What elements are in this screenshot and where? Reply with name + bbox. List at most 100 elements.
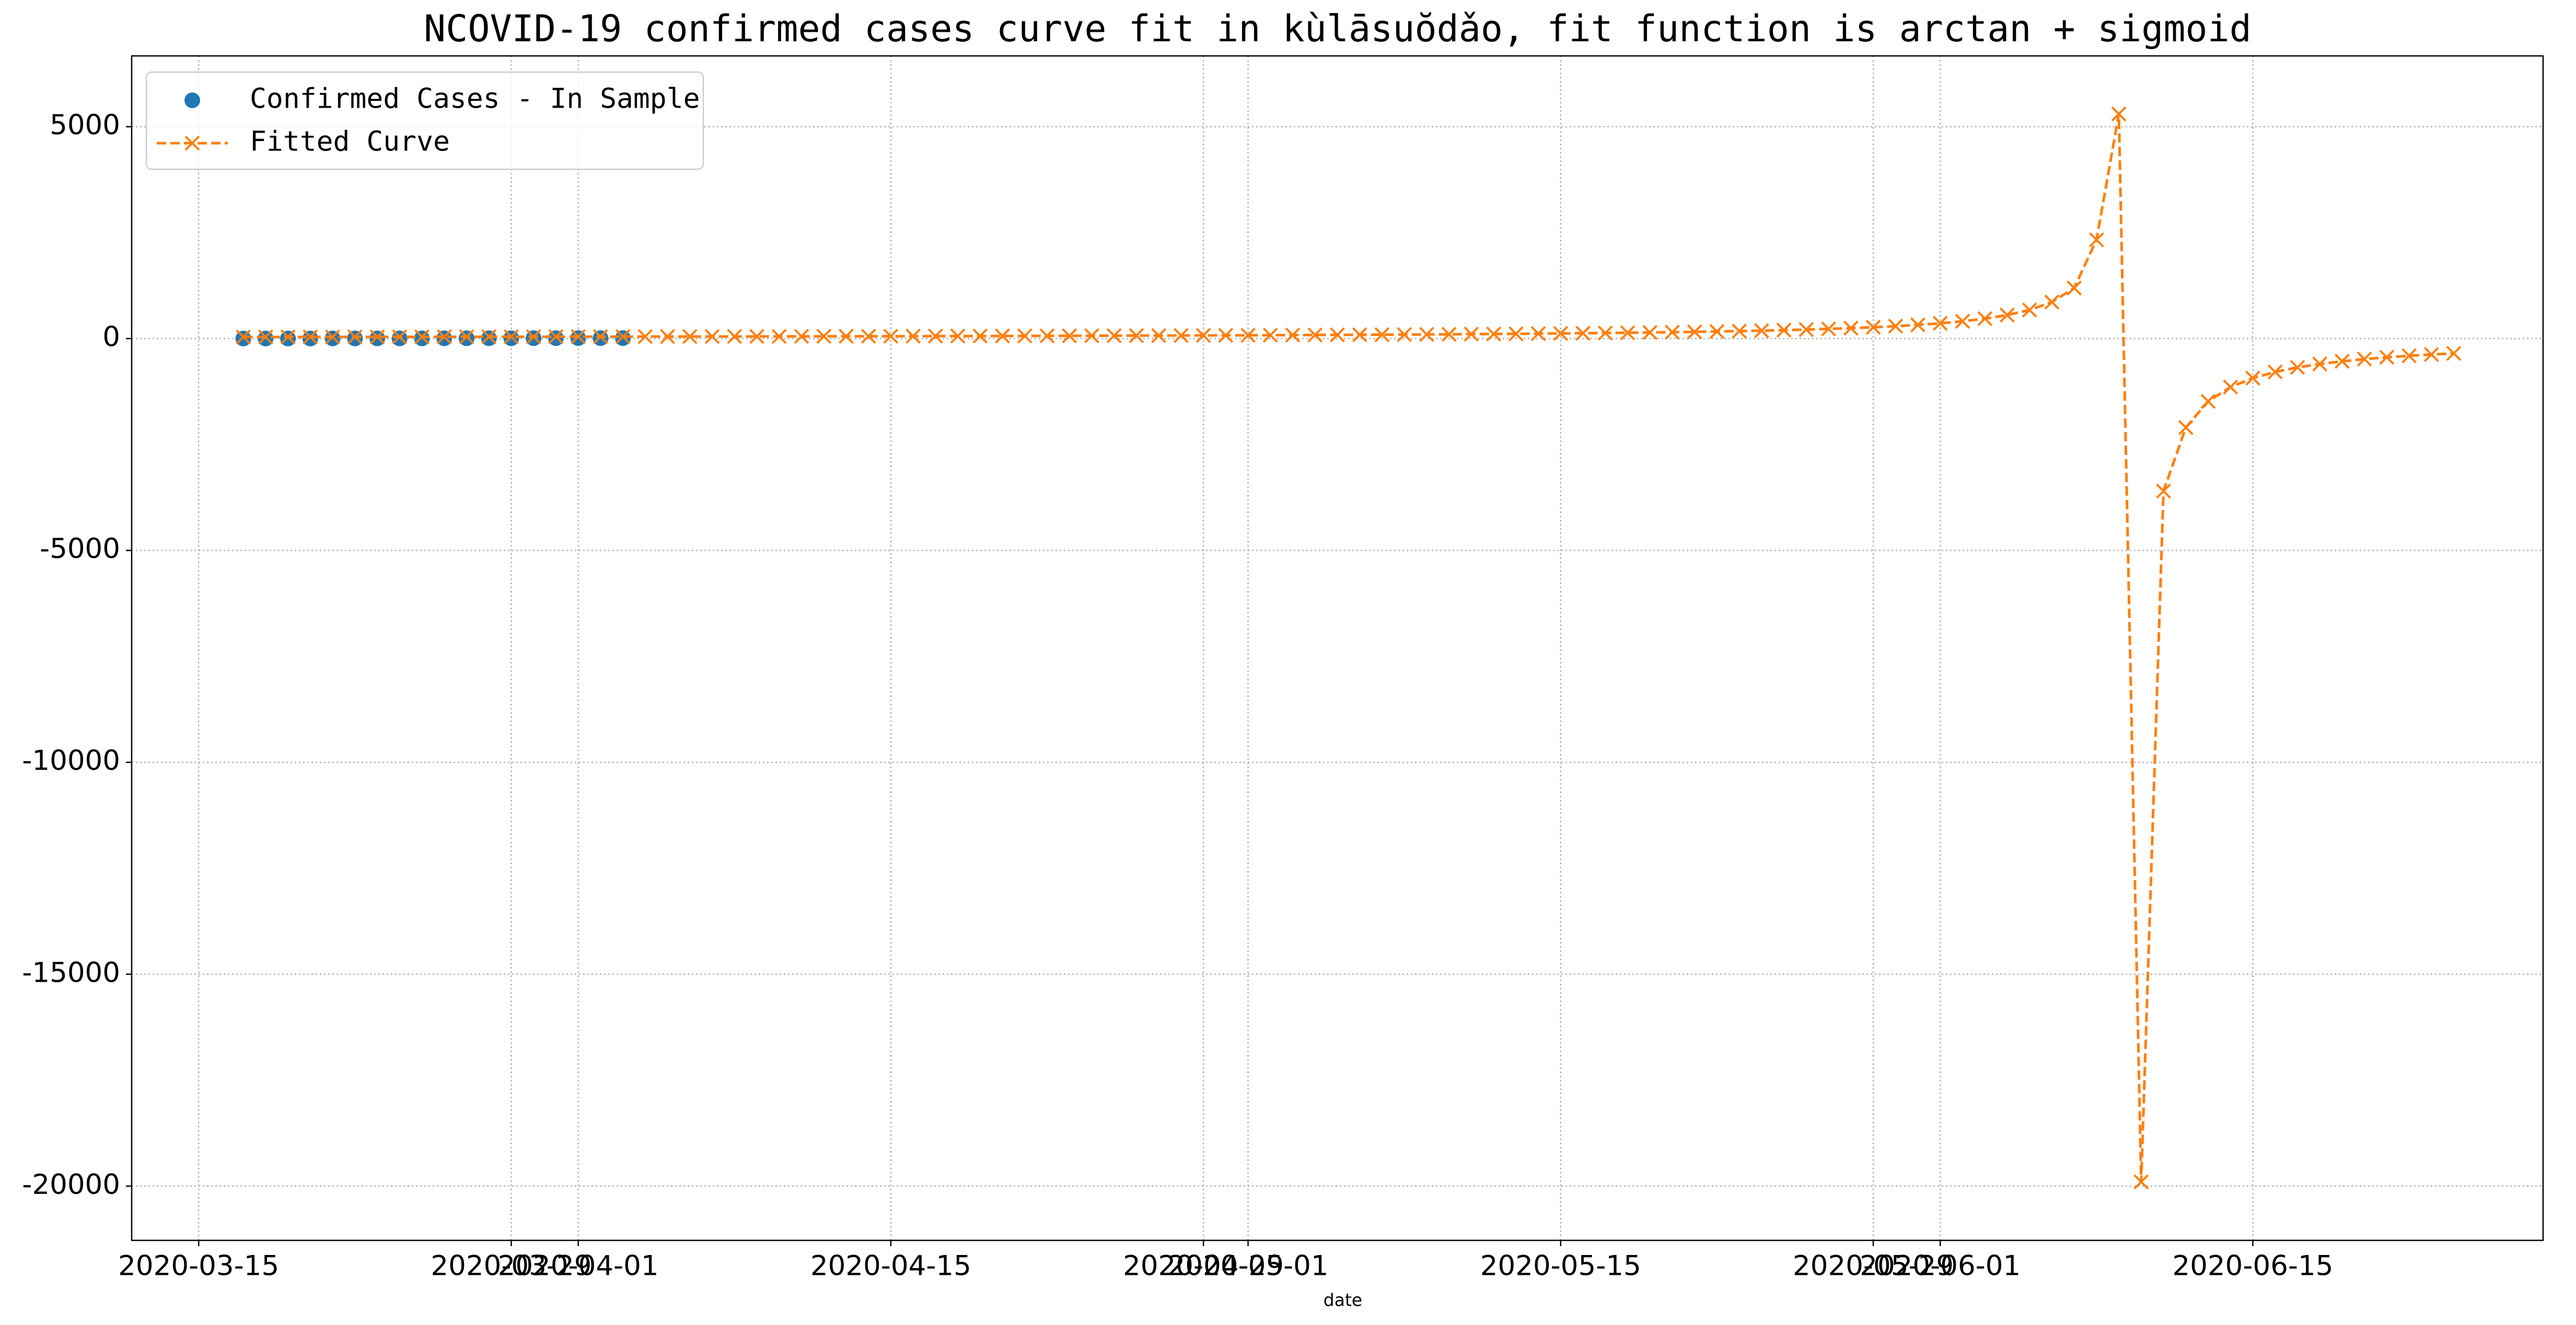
- x-tick-label: 2020-04-15: [810, 1250, 971, 1282]
- data-point: [704, 329, 720, 344]
- data-point: [1620, 325, 1635, 341]
- plot-frame: [131, 55, 2544, 1241]
- data-point: [1575, 326, 1591, 341]
- data-point: [1352, 327, 1367, 343]
- data-point: [1196, 328, 1211, 343]
- x-tick-label: 2020-06-15: [2172, 1250, 2333, 1282]
- data-point: [369, 330, 386, 346]
- data-point: [1307, 327, 1323, 343]
- data-point: [861, 329, 876, 344]
- legend: Confirmed Cases - In Sample Fitted Curve: [145, 71, 704, 170]
- data-point: [504, 329, 519, 344]
- data-point: [927, 328, 943, 344]
- data-point: [794, 329, 809, 344]
- data-point: [280, 330, 296, 346]
- x-tick-label: 2020-03-15: [118, 1250, 279, 1282]
- x-tick-label: 2020-04-29: [1123, 1250, 1284, 1282]
- data-point: [2178, 420, 2194, 435]
- data-point: [2022, 302, 2037, 318]
- data-point: [1709, 324, 1725, 339]
- data-point: [615, 329, 631, 344]
- data-point: [1955, 313, 1970, 329]
- data-point: [1486, 326, 1502, 342]
- data-point: [258, 329, 273, 345]
- data-point: [458, 330, 474, 346]
- data-point: [615, 330, 631, 346]
- data-point: [1798, 322, 1814, 338]
- data-point: [1888, 318, 1904, 334]
- x-tick-label: 2020-06-01: [1860, 1250, 2021, 1282]
- data-point: [1665, 324, 1680, 340]
- data-point: [1530, 326, 1546, 341]
- x-tick-label: 2020-04-01: [498, 1250, 659, 1282]
- data-point: [1932, 316, 1948, 331]
- data-point: [1642, 324, 1658, 340]
- data-point: [2223, 379, 2238, 395]
- data-point: [391, 330, 408, 346]
- data-point: [749, 329, 764, 344]
- data-point: [2000, 307, 2015, 323]
- data-point: [236, 329, 251, 345]
- data-point: [1017, 328, 1032, 344]
- data-point: [727, 329, 742, 344]
- data-point: [325, 329, 340, 345]
- data-point: [369, 329, 385, 345]
- data-point: [1285, 327, 1301, 343]
- data-point: [1330, 327, 1345, 343]
- data-point: [995, 328, 1010, 344]
- data-point: [2133, 1174, 2149, 1190]
- data-point: [459, 329, 474, 345]
- legend-label: Confirmed Cases - In Sample: [250, 83, 700, 115]
- data-point: [1977, 311, 1993, 327]
- data-point: [347, 330, 363, 346]
- data-point: [1910, 317, 1925, 333]
- data-point: [1084, 328, 1099, 343]
- data-point: [2312, 356, 2328, 372]
- data-point: [1865, 319, 1881, 335]
- data-point: [436, 329, 452, 345]
- chart-title: NCOVID-19 confirmed cases curve fit in k…: [424, 7, 2252, 50]
- data-point: [1129, 328, 1144, 343]
- data-point: [2088, 232, 2104, 248]
- data-point: [570, 330, 586, 346]
- data-point: [771, 329, 787, 344]
- x-axis-label: date: [1324, 1290, 1362, 1310]
- data-point: [1508, 326, 1524, 342]
- data-point: [481, 329, 497, 345]
- data-point: [1843, 320, 1859, 336]
- data-point: [258, 330, 274, 346]
- data-point: [2200, 393, 2216, 409]
- data-point: [2446, 345, 2462, 361]
- data-point: [1597, 325, 1613, 341]
- data-point: [950, 328, 966, 344]
- data-point: [2067, 280, 2082, 296]
- data-point: [2111, 106, 2127, 122]
- y-tick-label: 0: [102, 321, 120, 353]
- data-point: [2335, 354, 2350, 369]
- data-point: [1754, 323, 1769, 339]
- y-tick-label: -5000: [40, 533, 120, 565]
- data-point: [1687, 324, 1702, 340]
- data-point: [1039, 328, 1055, 344]
- x-tick-label: 2020-03-29: [431, 1250, 591, 1282]
- data-point: [1441, 327, 1457, 342]
- x-tick-label: 2020-05-29: [1793, 1250, 1954, 1282]
- data-point: [548, 330, 564, 346]
- data-point: [1262, 328, 1278, 343]
- data-point: [2401, 348, 2417, 364]
- data-point: [392, 329, 408, 345]
- y-tick-label: -20000: [22, 1169, 120, 1201]
- data-point: [2379, 350, 2395, 365]
- data-point: [816, 329, 832, 344]
- data-point: [660, 329, 675, 344]
- series-line: [243, 113, 2454, 1182]
- data-point: [2156, 483, 2171, 499]
- data-point: [436, 330, 452, 346]
- legend-box: [145, 71, 704, 170]
- data-point: [593, 329, 608, 344]
- data-point: [503, 330, 519, 346]
- data-point: [1397, 327, 1412, 342]
- data-point: [571, 329, 586, 344]
- data-point: [1732, 323, 1747, 339]
